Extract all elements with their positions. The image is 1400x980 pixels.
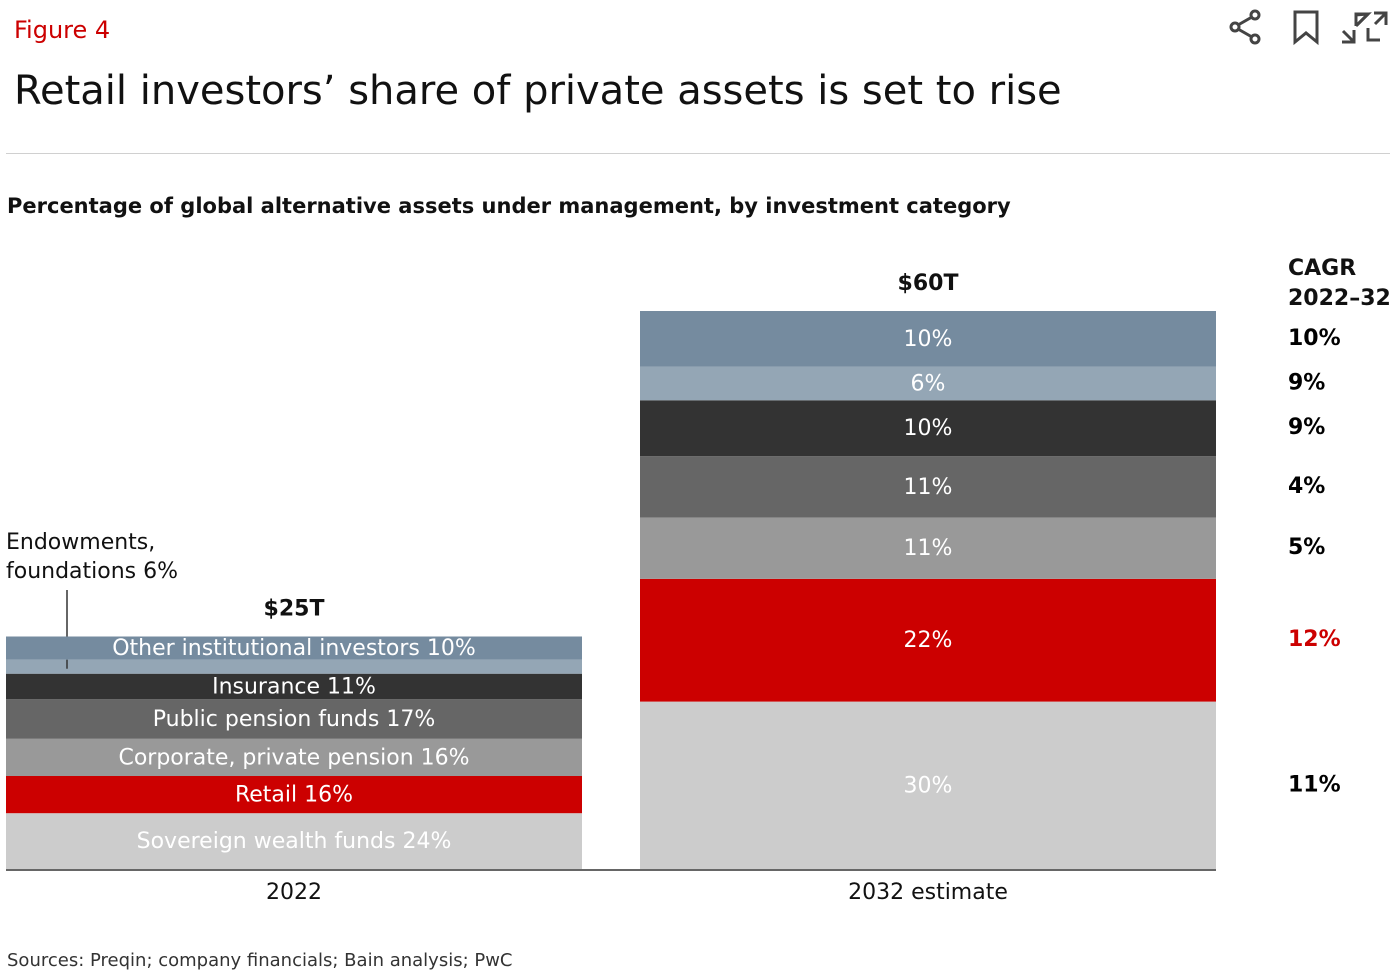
expand-icon[interactable] xyxy=(1341,11,1388,44)
cagr-value: 4% xyxy=(1288,474,1325,499)
bar-segment xyxy=(6,738,582,776)
bar-segment xyxy=(6,673,582,700)
bar-segment xyxy=(6,659,582,674)
divider xyxy=(6,153,1390,154)
segment-label: Sovereign wealth funds 24% xyxy=(137,829,452,854)
cagr-value: 5% xyxy=(1288,535,1325,560)
total-label: $60T xyxy=(898,271,959,296)
bar-segment xyxy=(6,699,582,739)
cagr-title: CAGR 2022–32 xyxy=(1288,256,1391,311)
x-tick-label: 2022 xyxy=(266,880,322,905)
bar-segment xyxy=(6,636,582,660)
segment-label: Other institutional investors 10% xyxy=(112,636,476,661)
segment-label: 6% xyxy=(911,372,946,397)
chart-subtitle: Percentage of global alternative assets … xyxy=(7,194,1011,218)
segment-label: Insurance 11% xyxy=(212,674,376,699)
bar-segment xyxy=(640,701,1216,869)
share-icon[interactable] xyxy=(1229,9,1261,45)
bar-segment xyxy=(6,776,582,814)
chart-title: Retail investors’ share of private asset… xyxy=(14,68,1062,114)
segment-label: 10% xyxy=(904,327,953,352)
segment-label: 11% xyxy=(904,475,953,500)
source: Sources: Preqin; company financials; Bai… xyxy=(7,950,513,971)
segment-label: 10% xyxy=(904,416,953,441)
cagr-value: 12% xyxy=(1288,627,1341,652)
cagr-value: 10% xyxy=(1288,326,1341,351)
segment-label: Corporate, private pension 16% xyxy=(118,745,469,770)
figure-label: Figure 4 xyxy=(14,16,111,44)
bar-segment xyxy=(640,366,1216,401)
bar-segment xyxy=(640,578,1216,702)
segment-label: Public pension funds 17% xyxy=(153,707,435,732)
segment-label: Retail 16% xyxy=(235,783,353,808)
x-tick-label: 2032 estimate xyxy=(848,880,1008,905)
segment-label: 30% xyxy=(904,773,953,798)
segment-label: 22% xyxy=(904,628,953,653)
bar-segment xyxy=(640,517,1216,579)
cagr-value: 9% xyxy=(1288,371,1325,396)
toolbar xyxy=(1229,9,1388,46)
bar-segment xyxy=(640,456,1216,518)
segment-label: 11% xyxy=(904,536,953,561)
cagr-value: 11% xyxy=(1288,772,1341,797)
cagr-value: 9% xyxy=(1288,415,1325,440)
bar-segment xyxy=(640,400,1216,457)
bar-segment xyxy=(640,311,1216,367)
annotation: Endowments, foundations 6% xyxy=(6,530,179,584)
bookmark-icon[interactable] xyxy=(1293,10,1319,46)
total-label: $25T xyxy=(264,597,325,622)
bar-segment xyxy=(6,813,582,869)
